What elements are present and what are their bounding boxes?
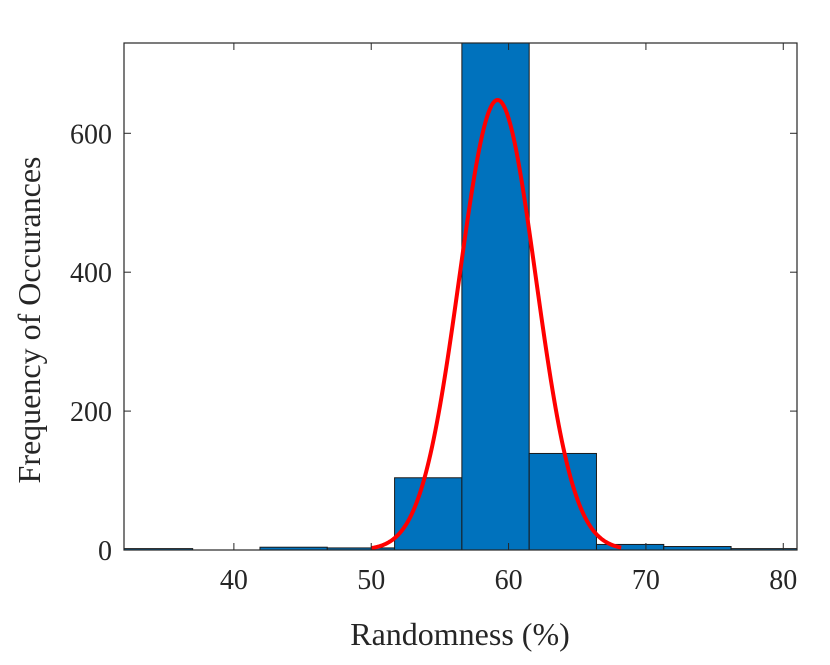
x-tick-label: 50 [357, 565, 385, 596]
histogram-bar-6 [528, 452, 597, 551]
x-tick-label: 70 [632, 565, 660, 596]
x-tick-label: 60 [495, 565, 523, 596]
tick-marks [124, 43, 797, 551]
histogram-bar-4 [394, 477, 463, 551]
histogram-bar-7 [595, 543, 665, 551]
x-tick-label: 80 [769, 565, 797, 596]
x-axis-label: Randomness (%) [350, 616, 570, 652]
tick-labels: 40 50 60 70 80 0 200 400 600 [70, 119, 797, 596]
histogram-bar-5 [461, 42, 530, 551]
axes-frame [123, 42, 798, 551]
plot-box [123, 42, 798, 551]
y-tick-label: 0 [98, 536, 112, 567]
fit-curve-group [370, 97, 622, 551]
fit-curve-line [370, 97, 622, 551]
x-tick-label: 40 [220, 565, 248, 596]
y-tick-label: 600 [70, 119, 112, 150]
y-tick-label: 400 [70, 258, 112, 289]
bars-group [123, 42, 798, 551]
y-axis-label: Frequency of Occurances [11, 157, 47, 484]
y-tick-label: 200 [70, 397, 112, 428]
